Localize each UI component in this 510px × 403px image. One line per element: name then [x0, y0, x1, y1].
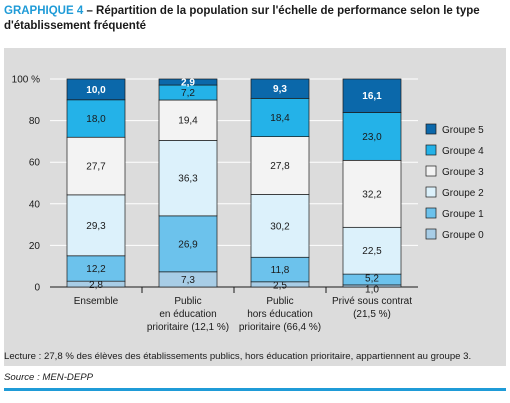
data-label: 16,1 — [362, 91, 382, 102]
bottom-rule — [4, 388, 506, 391]
y-tick-label: 40 — [29, 199, 41, 210]
x-tick-label: Ensemble — [74, 296, 119, 307]
data-label: 18,4 — [270, 113, 290, 124]
data-label: 10,0 — [86, 85, 106, 96]
legend-label: Groupe 0 — [442, 230, 484, 241]
data-label: 19,4 — [178, 116, 198, 127]
data-label: 5,2 — [365, 274, 379, 285]
bar-segment — [158, 78, 218, 86]
x-tick-label: prioritaire (12,1 %) — [147, 322, 229, 333]
x-tick-label: Public — [174, 296, 201, 307]
bar-segment — [342, 226, 402, 275]
data-label: 9,3 — [273, 84, 287, 95]
x-tick-label: en éducation — [159, 309, 216, 320]
legend-label: Groupe 2 — [442, 188, 484, 199]
data-label: 27,8 — [270, 161, 290, 172]
data-label: 32,2 — [362, 189, 382, 200]
legend-label: Groupe 3 — [442, 167, 484, 178]
data-label: 18,0 — [86, 114, 106, 125]
data-label: 22,5 — [362, 246, 382, 257]
data-label: 2,8 — [89, 280, 103, 291]
bar-segment — [250, 78, 310, 99]
data-label: 2,9 — [181, 78, 195, 89]
chart-title: GRAPHIQUE 4 – Répartition de la populati… — [4, 4, 504, 34]
x-tick-label: Privé sous contrat — [332, 296, 412, 307]
data-label: 36,3 — [178, 174, 198, 185]
source-note: Source : MEN-DEPP — [4, 372, 94, 383]
legend-swatch — [425, 144, 437, 156]
bar-segment — [66, 255, 126, 282]
y-tick-label: 60 — [29, 158, 41, 169]
data-label: 23,0 — [362, 132, 382, 143]
legend-swatch — [425, 123, 437, 135]
x-tick-label: (21,5 %) — [353, 309, 391, 320]
data-label: 11,8 — [271, 265, 290, 276]
bar-segment — [250, 97, 310, 137]
data-label: 30,2 — [270, 221, 290, 232]
data-label: 29,3 — [86, 221, 106, 232]
title-text: – Répartition de la population sur l'éch… — [4, 5, 480, 32]
bar-segment — [250, 256, 310, 283]
data-label: 7,3 — [181, 275, 195, 286]
bar-segment — [250, 194, 310, 258]
x-tick-label: hors éducation — [247, 309, 313, 320]
reading-note: Lecture : 27,8 % des élèves des établiss… — [4, 351, 472, 362]
legend-label: Groupe 4 — [442, 146, 484, 157]
legend-swatch — [425, 165, 437, 177]
x-tick-label: prioritaire (66,4 %) — [239, 322, 321, 333]
x-tick-label: Public — [266, 296, 293, 307]
bar-segment — [158, 99, 218, 141]
bar-segment — [158, 140, 218, 217]
bar-segment — [342, 112, 402, 161]
bar-segment — [342, 159, 402, 228]
data-label: 27,7 — [86, 162, 106, 173]
bar-segment — [66, 78, 126, 101]
graph-number: GRAPHIQUE 4 — [4, 5, 84, 17]
data-label: 12,2 — [86, 264, 106, 275]
legend-swatch — [425, 207, 437, 219]
legend-label: Groupe 5 — [442, 125, 484, 136]
bar-segment — [66, 136, 126, 196]
bar-segment — [66, 194, 126, 257]
legend-label: Groupe 1 — [442, 209, 484, 220]
bar-segment — [342, 78, 402, 113]
data-label: 1,0 — [365, 284, 379, 295]
legend-swatch — [425, 186, 437, 198]
legend-swatch — [425, 228, 437, 240]
data-label: 2,5 — [273, 280, 287, 291]
y-tick-label: 80 — [29, 116, 41, 127]
data-label: 7,2 — [181, 88, 195, 99]
data-label: 26,9 — [178, 239, 198, 250]
y-tick-label: 20 — [29, 241, 41, 252]
bar-segment — [250, 136, 310, 195]
y-tick-label: 100 % — [12, 75, 40, 86]
y-tick-label: 0 — [34, 283, 40, 294]
